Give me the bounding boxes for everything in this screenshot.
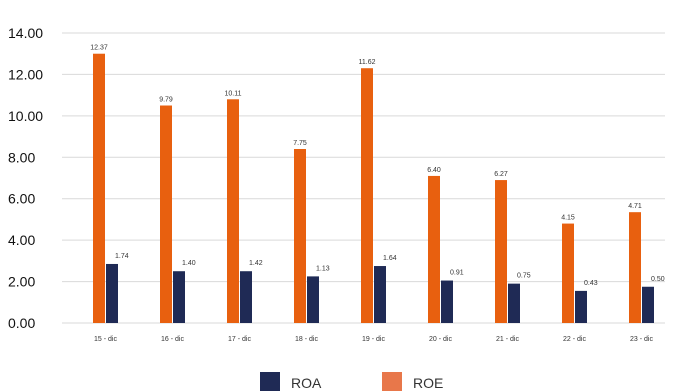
data-labels: 12.37 1.74 9.79 1.40 10.11 1.42 7.75 1.13 11.62 1… [90, 45, 664, 287]
x-tick-label: 23 - dic [630, 336, 653, 343]
data-label-roe: 11.62 [359, 59, 376, 66]
data-label-roe: 6.27 [494, 171, 508, 178]
bar-roa [106, 263, 118, 323]
x-tick-label: 19 - dic [362, 336, 385, 343]
bar-roa [575, 290, 587, 323]
y-tick-label: 8.00 [8, 149, 35, 165]
x-tick-label: 21 - dic [496, 336, 519, 343]
data-label-roa: 0.43 [584, 280, 598, 287]
data-label-roa: 1.13 [316, 265, 330, 272]
x-tick-label: 17 - dic [228, 336, 251, 343]
bar-roa [508, 283, 520, 323]
data-label-roa: 1.42 [249, 260, 263, 267]
y-tick-label: 6.00 [8, 191, 35, 207]
data-label-roe: 9.79 [159, 97, 173, 104]
data-label-roe: 12.37 [90, 45, 108, 52]
legend-label-roe: ROE [413, 375, 443, 391]
legend-label-roa: ROA [291, 375, 322, 391]
x-tick-label: 16 - dic [161, 336, 184, 343]
data-label-roa: 1.64 [383, 255, 397, 262]
data-label-roa: 1.40 [182, 260, 196, 267]
bar-roe [361, 68, 373, 323]
x-tick-label: 22 - dic [563, 336, 586, 343]
bar-roa [307, 276, 319, 323]
bar-roe [227, 99, 239, 324]
y-axis-ticks: 0.00 2.00 4.00 6.00 8.00 10.00 12.00 14.00 [8, 25, 43, 331]
data-label-roa: 0.50 [651, 276, 665, 283]
bar-roa [240, 271, 252, 323]
data-label-roa: 0.91 [450, 270, 464, 277]
data-label-roe: 10.11 [225, 90, 242, 97]
y-tick-label: 12.00 [8, 66, 43, 82]
x-tick-label: 15 - dic [94, 336, 117, 343]
y-tick-label: 2.00 [8, 274, 35, 290]
bar-roa [374, 266, 386, 323]
legend-swatch-roa [260, 372, 280, 391]
legend: ROA ROE [260, 372, 443, 391]
x-axis-ticks: 15 - dic 16 - dic 17 - dic 18 - dic 19 - dic… [94, 336, 653, 343]
data-label-roe: 7.75 [293, 140, 307, 147]
data-label-roe: 4.71 [628, 203, 642, 210]
bar-roe [428, 175, 440, 323]
bar-roa [642, 286, 654, 323]
bar-roa [173, 271, 185, 323]
data-label-roe: 6.40 [427, 167, 441, 174]
y-tick-label: 4.00 [8, 232, 35, 248]
y-tick-label: 10.00 [8, 108, 43, 124]
legend-swatch-roe [382, 372, 402, 391]
bar-roe [495, 180, 507, 323]
bar-roe [93, 53, 105, 323]
y-tick-label: 0.00 [8, 315, 35, 331]
data-label-roe: 4.15 [561, 215, 575, 222]
data-label-roa: 1.74 [115, 253, 129, 260]
x-tick-label: 20 - dic [429, 336, 452, 343]
bar-roe [294, 149, 306, 323]
bar-roe [629, 212, 641, 323]
data-label-roa: 0.75 [517, 273, 531, 280]
bar-roe [562, 223, 574, 323]
bars [93, 53, 654, 324]
bar-roe [160, 105, 172, 323]
bar-roa [441, 280, 453, 323]
y-tick-label: 14.00 [8, 25, 43, 41]
x-tick-label: 18 - dic [295, 336, 318, 343]
